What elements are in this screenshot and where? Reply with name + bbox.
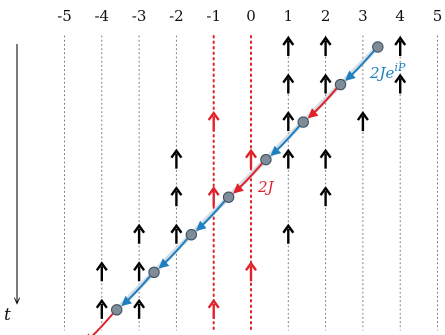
- spin-up-arrow: [282, 73, 295, 94]
- spin-up-arrow: [133, 223, 146, 244]
- spin-arrow-head: [133, 223, 146, 234]
- spin-up-arrow: [394, 73, 407, 94]
- spin-up-arrow: [207, 298, 220, 319]
- blue-hop-arrow: [158, 238, 189, 269]
- spin-up-arrow: [282, 148, 295, 169]
- spin-up-arrow: [133, 261, 146, 282]
- x-tick-label: 1: [284, 7, 294, 25]
- blue-hop-arrow: [345, 50, 375, 81]
- spin-up-arrow: [95, 261, 108, 282]
- spin-arrow-head: [319, 148, 332, 159]
- x-tick-label: 5: [433, 7, 443, 25]
- spin-up-arrow: [282, 35, 295, 56]
- spin-up-arrow: [133, 298, 146, 319]
- particle-marker: [111, 304, 123, 316]
- x-axis-tick-labels: -5 -4 -3 -2 -1 0 1 2 3 4 5: [57, 7, 442, 25]
- particle-marker: [334, 78, 347, 91]
- spin-up-arrow: [319, 73, 332, 94]
- spin-arrow-head: [319, 35, 332, 46]
- x-tick-label: 4: [395, 7, 405, 25]
- red-hop-arrow: [307, 87, 338, 119]
- spin-up-arrow: [356, 111, 369, 132]
- red-hop-label: 2J: [257, 178, 275, 196]
- x-tick-label: 0: [246, 7, 256, 25]
- x-tick-label: 3: [358, 7, 368, 25]
- spin-arrow-head: [207, 298, 220, 309]
- spin-arrow-head: [356, 111, 369, 121]
- particle-marker: [222, 191, 235, 203]
- spin-arrow-head: [95, 298, 108, 309]
- x-tick-label: -2: [169, 7, 184, 25]
- red-hop-arrow: [83, 313, 114, 335]
- spin-arrow-head: [170, 223, 183, 234]
- spin-up-arrow: [207, 111, 220, 132]
- spin-arrow-head: [282, 35, 295, 46]
- time-axis-label: t: [4, 305, 11, 325]
- hop-arrows: [83, 50, 375, 335]
- blue-hop-arrow: [121, 275, 151, 307]
- spin-arrow-head: [282, 111, 295, 121]
- spin-up-arrow: [95, 298, 108, 319]
- spin-up-arrow: [282, 223, 295, 244]
- particle-marker: [148, 266, 160, 278]
- spin-arrow-head: [394, 35, 407, 46]
- spin-arrow-head: [394, 73, 407, 84]
- spin-up-arrow: [319, 148, 332, 169]
- spin-arrow-head: [170, 148, 183, 159]
- x-tick-label: -1: [206, 7, 221, 25]
- spin-up-arrow: [319, 186, 332, 207]
- particle-marker: [372, 41, 384, 53]
- blue-hop-arrow: [195, 200, 226, 232]
- spin-arrow-head: [245, 148, 257, 159]
- spin-up-arrow: [245, 261, 257, 282]
- spin-arrow-head: [207, 186, 220, 196]
- particle-positions: [111, 41, 384, 316]
- spin-arrows: [95, 35, 407, 319]
- spin-up-arrow: [170, 148, 183, 169]
- time-axis: t: [4, 44, 17, 325]
- x-tick-label: -5: [57, 7, 72, 25]
- x-tick-label: 2: [321, 7, 331, 25]
- spin-arrow-head: [319, 186, 332, 196]
- spin-up-arrow: [282, 111, 295, 132]
- red-hop-arrow: [233, 162, 263, 194]
- spin-up-arrow: [319, 35, 332, 56]
- blue-hop-label: 2JeiP: [369, 61, 406, 82]
- spin-up-arrow: [207, 186, 220, 207]
- spin-arrow-head: [245, 261, 257, 271]
- spin-up-arrow: [245, 148, 257, 169]
- blue-hop-arrow: [270, 125, 300, 156]
- spin-arrow-head: [133, 298, 146, 309]
- blue-hop-label-base: 2Je: [369, 64, 395, 82]
- particle-marker: [260, 153, 272, 166]
- spin-up-arrow: [170, 223, 183, 244]
- x-tick-label: -4: [94, 7, 109, 25]
- blue-hop-label-exponent: iP: [394, 61, 406, 74]
- particle-marker: [297, 116, 309, 128]
- spin-up-arrow: [394, 35, 407, 56]
- spin-arrow-head: [133, 261, 146, 271]
- spin-arrow-head: [95, 261, 108, 271]
- spin-arrow-head: [170, 186, 183, 196]
- particle-marker: [185, 229, 198, 241]
- spin-arrow-head: [282, 73, 295, 84]
- spin-arrow-head: [282, 223, 295, 234]
- spin-arrow-head: [319, 73, 332, 84]
- x-tick-label: -3: [132, 7, 147, 25]
- spin-up-arrow: [170, 186, 183, 207]
- spin-arrow-head: [282, 148, 295, 159]
- spin-arrow-head: [207, 111, 220, 121]
